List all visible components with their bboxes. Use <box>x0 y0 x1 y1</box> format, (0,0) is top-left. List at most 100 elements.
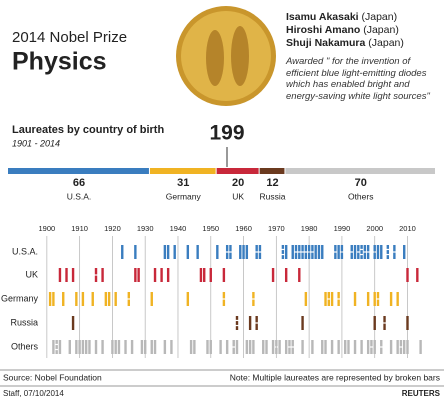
laureate-mark <box>78 340 81 354</box>
laureate-mark <box>248 316 252 330</box>
laureate-mark <box>114 340 117 354</box>
laureate-mark <box>114 292 117 306</box>
laureate-mark <box>163 245 167 259</box>
laureate-mark <box>265 340 268 354</box>
laureate-mark <box>396 340 399 354</box>
laureate-mark <box>317 245 321 259</box>
laureate-mark <box>330 340 334 354</box>
laureate-mark <box>62 292 65 306</box>
laureate: Hiroshi Amano (Japan) <box>286 24 399 36</box>
laureate-mark <box>386 250 390 254</box>
agency: REUTERS <box>402 389 441 398</box>
laureate-mark <box>383 323 386 330</box>
laureate-mark <box>380 340 383 347</box>
laureate-mark <box>143 340 147 354</box>
source: Source: Nobel Foundation <box>3 372 102 382</box>
laureate-mark <box>209 268 212 282</box>
laureate-name: Shuji Nakamura <box>286 37 366 49</box>
laureate-mark <box>373 252 376 259</box>
laureate-mark <box>419 340 422 354</box>
laureate-mark <box>291 340 294 347</box>
laureate-mark <box>235 326 239 330</box>
laureate-mark <box>242 245 245 259</box>
segment-value: 70 <box>355 177 367 189</box>
laureate-mark <box>370 340 373 347</box>
laureate-mark <box>130 340 134 354</box>
laureate-mark <box>258 252 262 259</box>
laureate-mark <box>222 299 226 306</box>
laureate-mark <box>75 340 78 354</box>
laureate-mark <box>350 245 353 252</box>
laureate-mark <box>304 252 308 259</box>
medal-figure <box>206 30 224 86</box>
laureate-mark <box>376 245 380 259</box>
laureate-mark <box>71 268 75 282</box>
laureate-mark <box>383 316 386 323</box>
laureate-mark <box>222 268 226 282</box>
laureate-mark <box>406 268 409 282</box>
section-title: Laureates by country of birth <box>12 124 164 136</box>
row-label: Others <box>11 341 39 351</box>
laureate-mark <box>235 316 239 320</box>
laureate-mark <box>281 245 285 249</box>
laureate-mark <box>353 292 357 306</box>
x-tick-label: 2000 <box>366 224 383 233</box>
laureate-mark <box>225 340 229 354</box>
laureate-mark <box>321 245 324 259</box>
laureate-mark <box>311 245 314 252</box>
laureate-mark <box>307 245 311 252</box>
segment-label: UK <box>232 191 244 201</box>
laureate: Isamu Akasaki (Japan) <box>286 11 397 23</box>
laureate-mark <box>321 340 324 354</box>
laureate-mark <box>337 245 340 259</box>
laureate-mark <box>337 299 340 306</box>
laureate-mark <box>284 340 288 354</box>
laureate-mark <box>124 340 127 354</box>
laureate-mark <box>291 245 294 259</box>
row-label: Germany <box>1 293 39 303</box>
laureate-mark <box>366 340 370 354</box>
laureate-mark <box>101 268 104 282</box>
laureate-mark <box>166 245 170 259</box>
laureate-mark <box>350 252 353 259</box>
laureate-mark <box>366 245 370 252</box>
laureate-mark <box>380 245 383 259</box>
laureate-mark <box>173 245 176 259</box>
x-tick-label: 1940 <box>170 224 187 233</box>
laureate-mark <box>373 245 376 252</box>
laureate-mark <box>314 245 317 259</box>
laureate-mark <box>255 323 258 330</box>
laureate-mark <box>101 340 104 354</box>
laureate-mark <box>262 340 265 354</box>
laureate-mark <box>347 340 350 354</box>
laureate-mark <box>380 347 383 354</box>
segment-value: 12 <box>266 177 278 189</box>
laureate-mark <box>301 245 304 252</box>
laureate-mark <box>343 340 347 354</box>
laureate-mark <box>186 245 190 259</box>
laureate-mark <box>363 252 367 259</box>
laureate-mark <box>65 268 68 282</box>
laureate-mark <box>134 268 137 282</box>
laureate-mark <box>252 299 255 306</box>
laureate-mark <box>121 245 124 259</box>
x-tick-label: 1990 <box>334 224 351 233</box>
laureate-mark <box>357 245 360 252</box>
bar-segment <box>216 168 259 174</box>
laureate-mark <box>55 345 58 349</box>
laureate-mark <box>298 268 301 282</box>
laureate-mark <box>252 340 255 354</box>
x-tick-label: 2010 <box>399 224 416 233</box>
laureate-mark <box>288 340 291 347</box>
laureate-mark <box>298 252 301 259</box>
laureate-mark <box>117 340 121 354</box>
laureate-mark <box>209 340 212 354</box>
laureate-mark <box>307 252 311 259</box>
x-tick-label: 1970 <box>268 224 285 233</box>
section-subtitle: 1901 - 2014 <box>12 138 60 148</box>
laureate-mark <box>337 340 340 354</box>
row-label: Russia <box>10 317 38 327</box>
segment-label: Germany <box>166 191 202 201</box>
laureate-mark <box>373 316 376 330</box>
